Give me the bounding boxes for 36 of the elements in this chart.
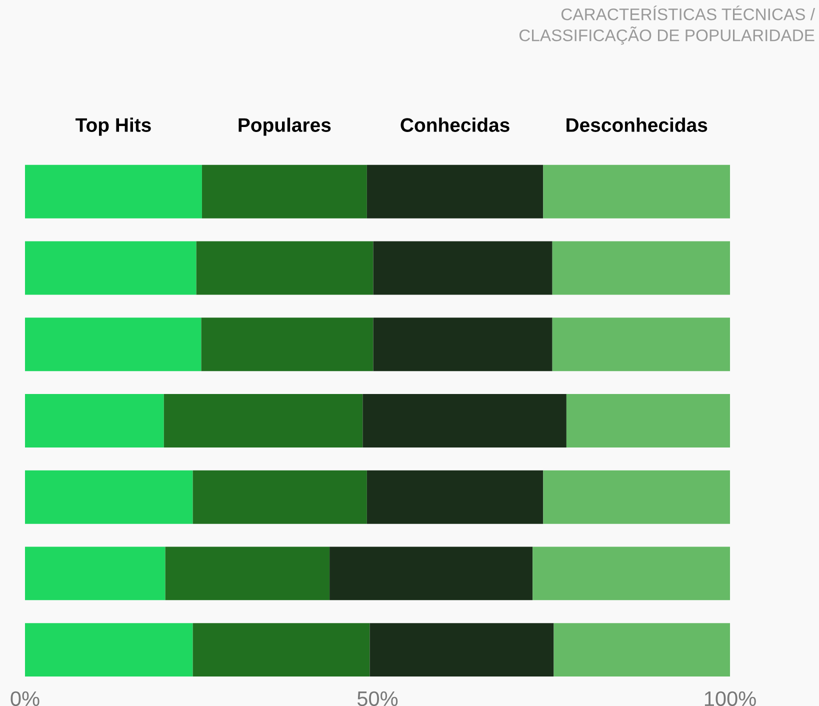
x-tick-label: 0% bbox=[10, 691, 40, 706]
bar bbox=[543, 164, 730, 218]
series-label: Conhecidas bbox=[400, 118, 510, 132]
bar bbox=[25, 241, 196, 295]
bar bbox=[543, 470, 730, 524]
bar bbox=[362, 394, 566, 448]
bar bbox=[196, 241, 374, 295]
x-tick-label: 50% bbox=[357, 691, 398, 706]
bar bbox=[366, 164, 544, 218]
series-label: Top Hits bbox=[76, 118, 151, 136]
bar bbox=[201, 318, 374, 372]
bar bbox=[566, 394, 730, 448]
bar bbox=[25, 164, 202, 218]
bar bbox=[373, 318, 552, 372]
bar bbox=[192, 470, 367, 524]
bar bbox=[202, 164, 367, 218]
bar bbox=[25, 470, 193, 524]
bar bbox=[554, 623, 730, 677]
bar bbox=[373, 241, 552, 295]
bar bbox=[25, 394, 164, 448]
bar bbox=[25, 623, 193, 677]
bar bbox=[532, 546, 730, 600]
bar bbox=[165, 546, 330, 600]
bar bbox=[25, 318, 202, 372]
bar bbox=[552, 318, 730, 372]
bar bbox=[370, 623, 554, 677]
text: CARACTERÍSTICAS TÉCNICAS / CLASSIFICAÇÃO DE POPULARIDADE bbox=[519, 6, 815, 45]
bar bbox=[552, 241, 730, 295]
bar bbox=[25, 546, 166, 600]
bar bbox=[366, 470, 544, 524]
bar bbox=[164, 394, 363, 448]
x-tick-label: 100% bbox=[704, 691, 756, 706]
series-label: Populares bbox=[238, 118, 331, 136]
series-label: Desconhecidas bbox=[566, 118, 708, 132]
bar bbox=[330, 546, 533, 600]
bar bbox=[192, 623, 370, 677]
